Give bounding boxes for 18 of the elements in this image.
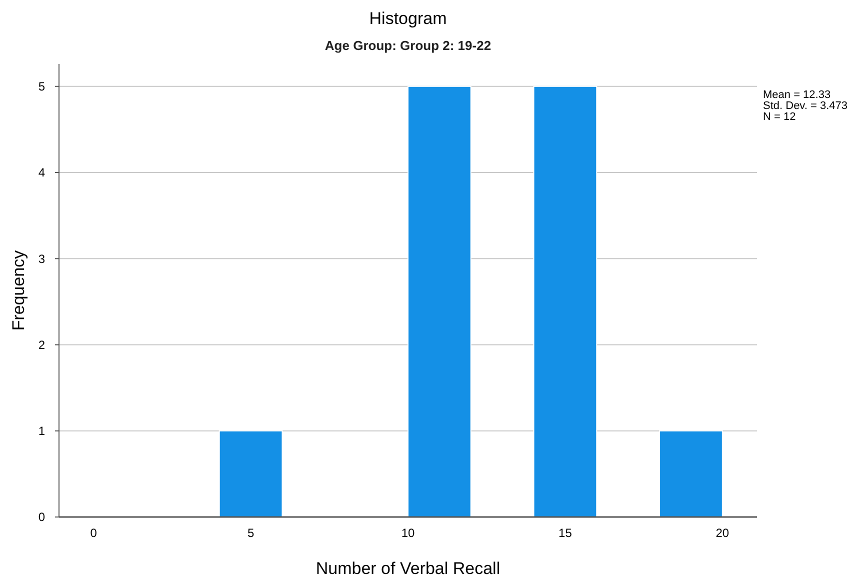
y-tick-label: 1 (38, 424, 46, 438)
x-tick-label: 20 (716, 526, 730, 540)
x-tick-label: 15 (558, 526, 572, 540)
y-tick-label: 3 (38, 252, 46, 266)
y-tick-label: 2 (38, 338, 46, 352)
y-tick-label: 4 (38, 166, 46, 180)
y-tick-label: 0 (38, 510, 46, 524)
x-tick-label: 0 (90, 526, 98, 540)
y-tick-label: 5 (38, 80, 46, 94)
chart-subtitle: Age Group: Group 2: 19-22 (324, 38, 492, 53)
text: Std. Dev. = 3.473 (763, 100, 848, 112)
x-axis-title: Number of Verbal Recall (316, 559, 500, 578)
y-axis-title: Frequency (9, 250, 28, 331)
chart-title: Histogram (369, 9, 447, 28)
text: Mean = 12.33 (763, 89, 831, 101)
x-tick-label: 5 (247, 526, 254, 540)
text: N = 12 (763, 111, 796, 123)
x-tick-label: 10 (401, 526, 415, 540)
